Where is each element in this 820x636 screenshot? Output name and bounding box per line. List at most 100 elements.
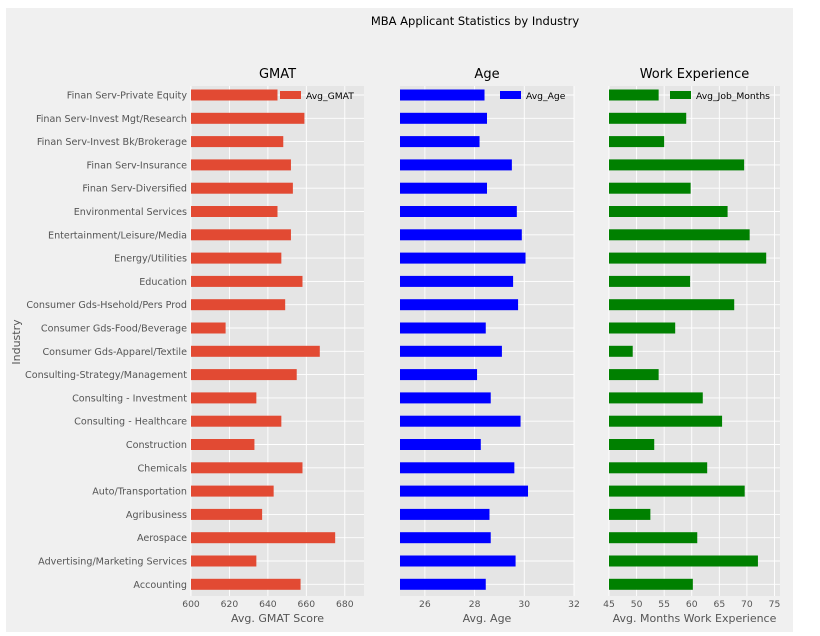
gmat-bar-consulting-investment (191, 392, 257, 404)
work-experience-bar-finan-serv-invest-mgt-research (609, 112, 687, 124)
category-label: Advertising/Marketing Services (38, 557, 187, 568)
gmat-bar-advertising-marketing-services (191, 555, 257, 567)
work-experience-legend: Avg_Job_Months (670, 91, 770, 102)
figure-suptitle: MBA Applicant Statistics by Industry (371, 14, 579, 28)
age-bar-environmental-services (400, 206, 517, 217)
work-experience-panel: 45 50 55 60 65 70 75 Work Experience Avg. Months… (603, 67, 780, 625)
gmat-x-tick-label: 660 (298, 599, 316, 610)
work-experience-x-tick-label: 45 (603, 599, 615, 610)
gmat-bar-chemicals (191, 462, 303, 474)
work-experience-bar-consulting-healthcare (609, 415, 723, 427)
category-label: Energy/Utilities (114, 254, 187, 265)
category-label: Consumer Gds-Hsehold/Pers Prod (26, 300, 187, 311)
work-experience-bar-consulting-investment (609, 392, 703, 404)
work-experience-bar-finan-serv-invest-bk-brokerage (609, 136, 665, 148)
work-experience-x-tick-label: 55 (658, 599, 670, 610)
gmat-bar-consumer-gds-apparel-textile (191, 345, 320, 357)
age-x-axis-label: Avg. Age (463, 612, 512, 625)
gmat-bar-entertainment-leisure-media (191, 229, 291, 241)
age-legend: Avg_Age (500, 91, 566, 102)
gmat-x-tick-label: 680 (336, 599, 354, 610)
gmat-bar-auto-transportation (191, 485, 274, 497)
gmat-legend: Avg_GMAT (280, 91, 354, 102)
age-bar-aerospace (400, 532, 491, 544)
category-label: Aerospace (137, 533, 187, 544)
category-label: Consulting - Healthcare (74, 417, 187, 428)
work-experience-bar-consumer-gds-apparel-textile (609, 345, 633, 357)
category-label: Construction (126, 440, 187, 451)
age-bar-finan-serv-diversified (400, 182, 487, 194)
age-bar-advertising-marketing-services (400, 555, 516, 567)
gmat-bar-finan-serv-insurance (191, 159, 291, 171)
gmat-bar-environmental-services (191, 206, 278, 217)
category-label: Finan Serv-Invest Bk/Brokerage (37, 137, 187, 148)
work-experience-bar-agribusiness (609, 508, 651, 520)
gmat-legend-swatch (280, 91, 301, 99)
age-x-tick-label: 32 (568, 599, 580, 610)
gmat-bar-agribusiness (191, 508, 263, 520)
gmat-x-tick-label: 640 (259, 599, 277, 610)
work-experience-bar-finan-serv-private-equity (609, 89, 659, 101)
gmat-panel: 600 620 640 660 680 Finan Serv-Private Equity… (25, 67, 364, 625)
industry-axis-label: Industry (10, 319, 23, 365)
category-label: Environmental Services (74, 207, 187, 218)
work-experience-legend-swatch (670, 91, 691, 99)
category-label: Finan Serv-Diversified (82, 184, 187, 195)
age-x-tick-label: 30 (518, 599, 530, 610)
category-label: Chemicals (137, 463, 187, 474)
age-bar-finan-serv-invest-mgt-research (400, 112, 487, 124)
gmat-bar-aerospace (191, 532, 336, 544)
work-experience-bar-accounting (609, 578, 693, 590)
work-experience-bar-education (609, 275, 691, 287)
age-title: Age (474, 67, 499, 82)
work-experience-x-axis-label: Avg. Months Work Experience (613, 612, 777, 625)
category-label: Consumer Gds-Apparel/Textile (42, 347, 187, 358)
age-bar-entertainment-leisure-media (400, 229, 522, 241)
gmat-legend-label: Avg_GMAT (306, 91, 354, 102)
category-label: Auto/Transportation (92, 487, 187, 498)
gmat-bar-consulting-healthcare (191, 415, 282, 427)
age-bar-consulting-healthcare (400, 415, 521, 427)
work-experience-x-tick-label: 70 (741, 599, 753, 610)
work-experience-bar-finan-serv-diversified (609, 182, 691, 194)
age-bar-auto-transportation (400, 485, 529, 497)
work-experience-bar-consumer-gds-hsehold-pers-prod (609, 299, 735, 311)
age-bar-energy-utilities (400, 252, 526, 264)
age-bar-finan-serv-insurance (400, 159, 512, 171)
gmat-bar-consumer-gds-hsehold-pers-prod (191, 299, 286, 311)
work-experience-x-tick-label: 60 (686, 599, 698, 610)
work-experience-x-tick-label: 50 (631, 599, 643, 610)
age-bar-construction (400, 439, 481, 450)
gmat-bar-energy-utilities (191, 252, 282, 264)
work-experience-bar-construction (609, 439, 655, 450)
age-legend-label: Avg_Age (526, 91, 566, 102)
age-panel: 26 28 30 32 Age Avg. Age Avg_Age (400, 67, 580, 625)
category-label: Accounting (133, 580, 187, 591)
work-experience-bar-consumer-gds-food-beverage (609, 322, 676, 334)
gmat-x-axis-label: Avg. GMAT Score (231, 612, 324, 625)
work-experience-bar-environmental-services (609, 206, 728, 217)
age-legend-swatch (500, 91, 521, 99)
gmat-bar-finan-serv-invest-bk-brokerage (191, 136, 284, 148)
work-experience-bar-auto-transportation (609, 485, 745, 497)
work-experience-legend-label: Avg_Job_Months (696, 91, 770, 102)
category-label: Entertainment/Leisure/Media (48, 230, 187, 241)
age-bar-finan-serv-invest-bk-brokerage (400, 136, 480, 148)
gmat-x-tick-label: 620 (221, 599, 239, 610)
age-bar-accounting (400, 578, 486, 590)
work-experience-bar-aerospace (609, 532, 698, 544)
age-bar-finan-serv-private-equity (400, 89, 485, 101)
gmat-bar-consumer-gds-food-beverage (191, 322, 226, 334)
age-bar-consulting-strategy-management (400, 369, 478, 381)
work-experience-bar-consulting-strategy-management (609, 369, 659, 381)
work-experience-x-tick-label: 65 (713, 599, 725, 610)
category-label: Finan Serv-Invest Mgt/Research (36, 114, 187, 125)
gmat-bar-finan-serv-private-equity (191, 89, 278, 101)
work-experience-title: Work Experience (640, 67, 750, 82)
gmat-bar-finan-serv-invest-mgt-research (191, 112, 305, 124)
work-experience-bar-energy-utilities (609, 252, 767, 264)
gmat-bar-accounting (191, 578, 301, 590)
gmat-title: GMAT (259, 67, 296, 82)
gmat-bar-consulting-strategy-management (191, 369, 297, 381)
category-label: Consulting-Strategy/Management (25, 370, 187, 381)
